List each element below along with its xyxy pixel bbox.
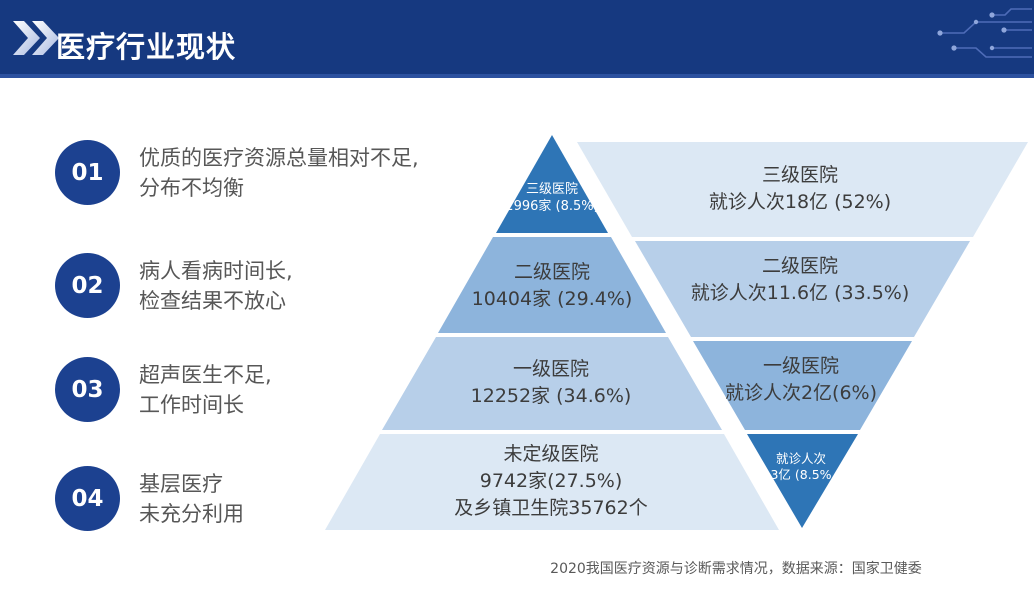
problem-text: 超声医生不足, 工作时间长: [139, 360, 272, 420]
problem-text-line1: 病人看病时间长,: [139, 258, 293, 283]
problem-text-line2: 分布不均衡: [139, 175, 244, 200]
pyramid-left-level2-shape: [438, 237, 666, 333]
pyramid-left-level1-label: 三级医院 2996家 (8.5%): [505, 181, 598, 215]
problem-number-badge: 01: [55, 140, 120, 205]
problem-item-04: 04 基层医疗 未充分利用: [55, 466, 244, 531]
level-value: 就诊人次18亿 (52%): [708, 191, 892, 213]
pyramid-right-level4-shape: [747, 434, 858, 528]
source-note: 2020我国医疗资源与诊断需求情况，数据来源：国家卫健委: [550, 561, 922, 577]
level-value: 12252家 (34.6%): [470, 385, 632, 407]
level-value: 2996家 (8.5%): [505, 199, 599, 214]
level-name: 一级医院: [762, 355, 839, 377]
level-name: 三级医院: [761, 164, 838, 186]
level-value: 3亿 (8.5%: [770, 467, 832, 482]
pyramid-left-level3-label: 一级医院 12252家 (34.6%): [471, 356, 632, 410]
pyramid-left-level3-shape: [382, 337, 722, 430]
level-extra: 及乡镇卫生院35762个: [454, 497, 648, 519]
pyramid-left-level2-label: 二级医院 10404家 (29.4%): [472, 259, 633, 313]
level-value: 就诊人次2亿(6%): [724, 382, 878, 404]
slide-header: 医疗行业现状: [0, 0, 1034, 78]
problem-text-line2: 检查结果不放心: [139, 288, 286, 313]
problem-number-badge: 02: [55, 253, 120, 318]
pyramid-left-level4-shape: [325, 434, 779, 530]
problem-text-line1: 超声医生不足,: [139, 362, 272, 387]
problem-text-line1: 优质的医疗资源总量相对不足,: [139, 145, 419, 170]
pyramid-right-level3-label: 一级医院 就诊人次2亿(6%): [725, 353, 877, 407]
circuit-decoration-icon: [937, 8, 1032, 58]
level-name: 未定级医院: [503, 443, 599, 465]
pyramid-right-level2-label: 二级医院 就诊人次11.6亿 (33.5%): [691, 253, 910, 307]
level-value: 就诊人次11.6亿 (33.5%): [690, 282, 910, 304]
problem-text-line2: 未充分利用: [139, 501, 244, 526]
pyramid-left-level4-label: 未定级医院 9742家(27.5%) 及乡镇卫生院35762个: [454, 441, 647, 522]
double-chevron-icon: [13, 21, 59, 55]
problem-number-badge: 04: [55, 466, 120, 531]
pyramid-right-level3-shape: [693, 341, 912, 430]
pyramid-right-level1-label: 三级医院 就诊人次18亿 (52%): [709, 162, 891, 216]
pyramid-right-level1-shape: [577, 142, 1028, 237]
level-value: 9742家(27.5%): [479, 470, 623, 492]
problem-number-badge: 03: [55, 357, 120, 422]
level-name: 二级医院: [761, 255, 838, 277]
problem-item-01: 01 优质的医疗资源总量相对不足, 分布不均衡: [55, 140, 419, 205]
level-name: 三级医院: [525, 182, 579, 197]
page-title: 医疗行业现状: [56, 30, 237, 64]
level-name: 一级医院: [512, 358, 590, 380]
problem-item-02: 02 病人看病时间长, 检查结果不放心: [55, 253, 293, 318]
problem-text-line1: 基层医疗: [139, 471, 223, 496]
problem-text: 优质的医疗资源总量相对不足, 分布不均衡: [139, 143, 419, 203]
level-name: 就诊人次: [775, 451, 826, 466]
pyramid-left-level1-shape: [496, 135, 608, 233]
problem-text-line2: 工作时间长: [139, 392, 244, 417]
pyramid-right-level4-label: 就诊人次 3亿 (8.5%: [770, 451, 831, 483]
level-value: 10404家 (29.4%): [471, 288, 633, 310]
problem-text: 病人看病时间长, 检查结果不放心: [139, 256, 293, 316]
problem-item-03: 03 超声医生不足, 工作时间长: [55, 357, 272, 422]
level-name: 二级医院: [513, 261, 591, 283]
problem-text: 基层医疗 未充分利用: [139, 469, 244, 529]
pyramid-right-level2-shape: [635, 241, 970, 337]
